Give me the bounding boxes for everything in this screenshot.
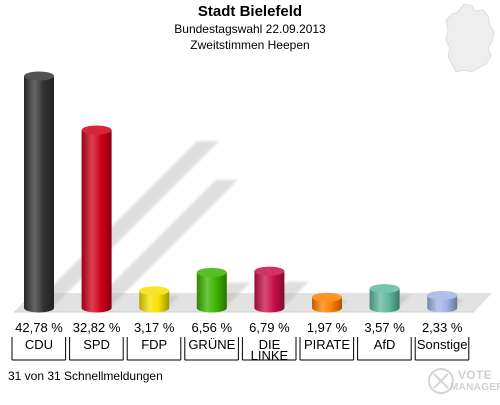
germany-map-icon: [442, 2, 498, 74]
bar-top: [254, 266, 285, 276]
value-label: 6,56 %: [192, 320, 233, 335]
bar: [254, 271, 285, 313]
bar-shadow: [30, 140, 220, 308]
category-label: LINKE: [251, 348, 289, 363]
bar-top: [24, 71, 54, 81]
value-label: 1,97 %: [307, 320, 348, 335]
category-bracket: [126, 337, 182, 361]
category-bracket: [357, 337, 412, 361]
logo-text-manager: MANAGER: [450, 382, 500, 393]
bar: [369, 288, 400, 313]
vote-manager-logo: [426, 362, 500, 400]
bar-shadow: [87, 179, 238, 308]
category-label: CDU: [25, 337, 53, 352]
bar: [24, 76, 54, 313]
bar-top: [427, 290, 458, 300]
category-bracket: [414, 337, 470, 361]
value-label: 42,78 %: [15, 320, 63, 335]
chart-subtitle-election: Bundestagswahl 22.09.2013: [174, 22, 326, 36]
reporting-status: 31 von 31 Schnellmeldungen: [8, 369, 163, 383]
category-label: Sonstige: [417, 337, 468, 352]
value-label: 32,82 %: [73, 320, 121, 335]
bar-top: [312, 292, 342, 302]
bar: [196, 272, 227, 313]
value-label: 2,33 %: [422, 320, 463, 335]
category-label: FDP: [141, 337, 167, 352]
bar-top: [81, 125, 112, 135]
bar-top: [139, 286, 170, 296]
value-label: 6,79 %: [249, 320, 290, 335]
chart-subtitle-district: Zweitstimmen Heepen: [190, 38, 310, 52]
category-label: SPD: [83, 337, 110, 352]
logo-text-vote: VOTE: [458, 368, 492, 382]
category-bracket: [184, 337, 239, 361]
category-label: DIE: [259, 337, 281, 352]
bar-top: [369, 284, 400, 294]
category-label: AfD: [374, 337, 396, 352]
bar-top: [196, 267, 227, 277]
category-label: GRÜNE: [188, 337, 235, 352]
category-bracket: [299, 337, 355, 361]
value-label: 3,57 %: [364, 320, 405, 335]
category-bracket: [241, 337, 297, 361]
category-bracket: [11, 337, 67, 361]
bar: [139, 290, 170, 313]
category-label: PIRATE: [304, 337, 350, 352]
value-label: 3,17 %: [134, 320, 175, 335]
category-bracket: [69, 337, 124, 361]
chart-title: Stadt Bielefeld: [197, 3, 303, 20]
bar: [427, 295, 458, 313]
bar: [81, 130, 112, 313]
